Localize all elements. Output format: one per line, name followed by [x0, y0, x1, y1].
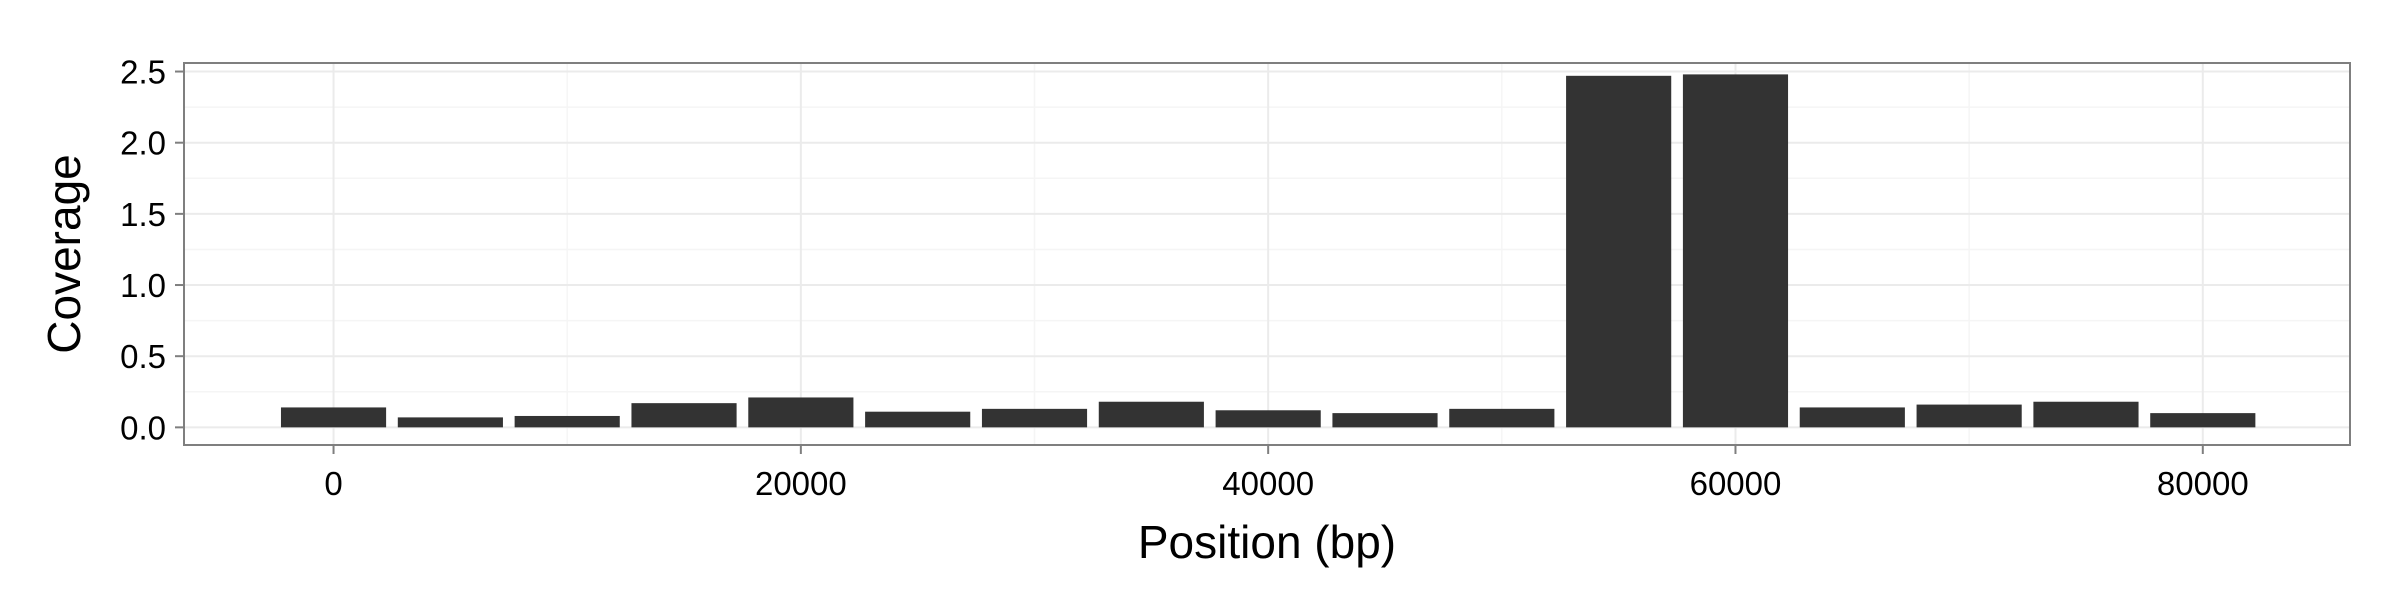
bar [2150, 413, 2256, 428]
x-tick-label: 40000 [1222, 465, 1314, 502]
bar [1799, 407, 1905, 428]
y-tick-label: 2.0 [120, 125, 166, 162]
labels-layer: 0 20000 40000 60000 80000 0.0 0.5 1.0 1.5 2.0 2.5 [120, 54, 2249, 502]
bars-layer [280, 74, 2256, 428]
bar [865, 411, 971, 428]
x-tick-label: 80000 [2157, 465, 2249, 502]
bar [1332, 413, 1438, 428]
x-tick-label: 0 [324, 465, 342, 502]
bar [280, 407, 387, 428]
bar [397, 417, 503, 428]
bar [514, 415, 620, 428]
panel-border [183, 62, 2351, 446]
bar [748, 397, 854, 428]
bar [1566, 75, 1672, 428]
x-axis-title: Position (bp) [1138, 516, 1396, 568]
bar [1682, 74, 1789, 428]
y-tick-label: 1.0 [120, 267, 166, 304]
bar [1916, 404, 2022, 428]
bar [1215, 410, 1321, 428]
y-tick-label: 0.0 [120, 409, 166, 446]
y-axis-title: Coverage [38, 154, 90, 353]
y-tick-label: 2.5 [120, 54, 166, 91]
bar [981, 408, 1088, 428]
y-tick-label: 1.5 [120, 196, 166, 233]
grid-layer [184, 63, 2350, 445]
ticks-layer [175, 70, 2204, 454]
x-tick-label: 60000 [1690, 465, 1782, 502]
y-tick-label: 0.5 [120, 338, 166, 375]
bar [1449, 408, 1555, 428]
bar [2033, 401, 2139, 428]
bar [631, 403, 737, 428]
x-tick-label: 20000 [755, 465, 847, 502]
bar [1098, 401, 1204, 428]
